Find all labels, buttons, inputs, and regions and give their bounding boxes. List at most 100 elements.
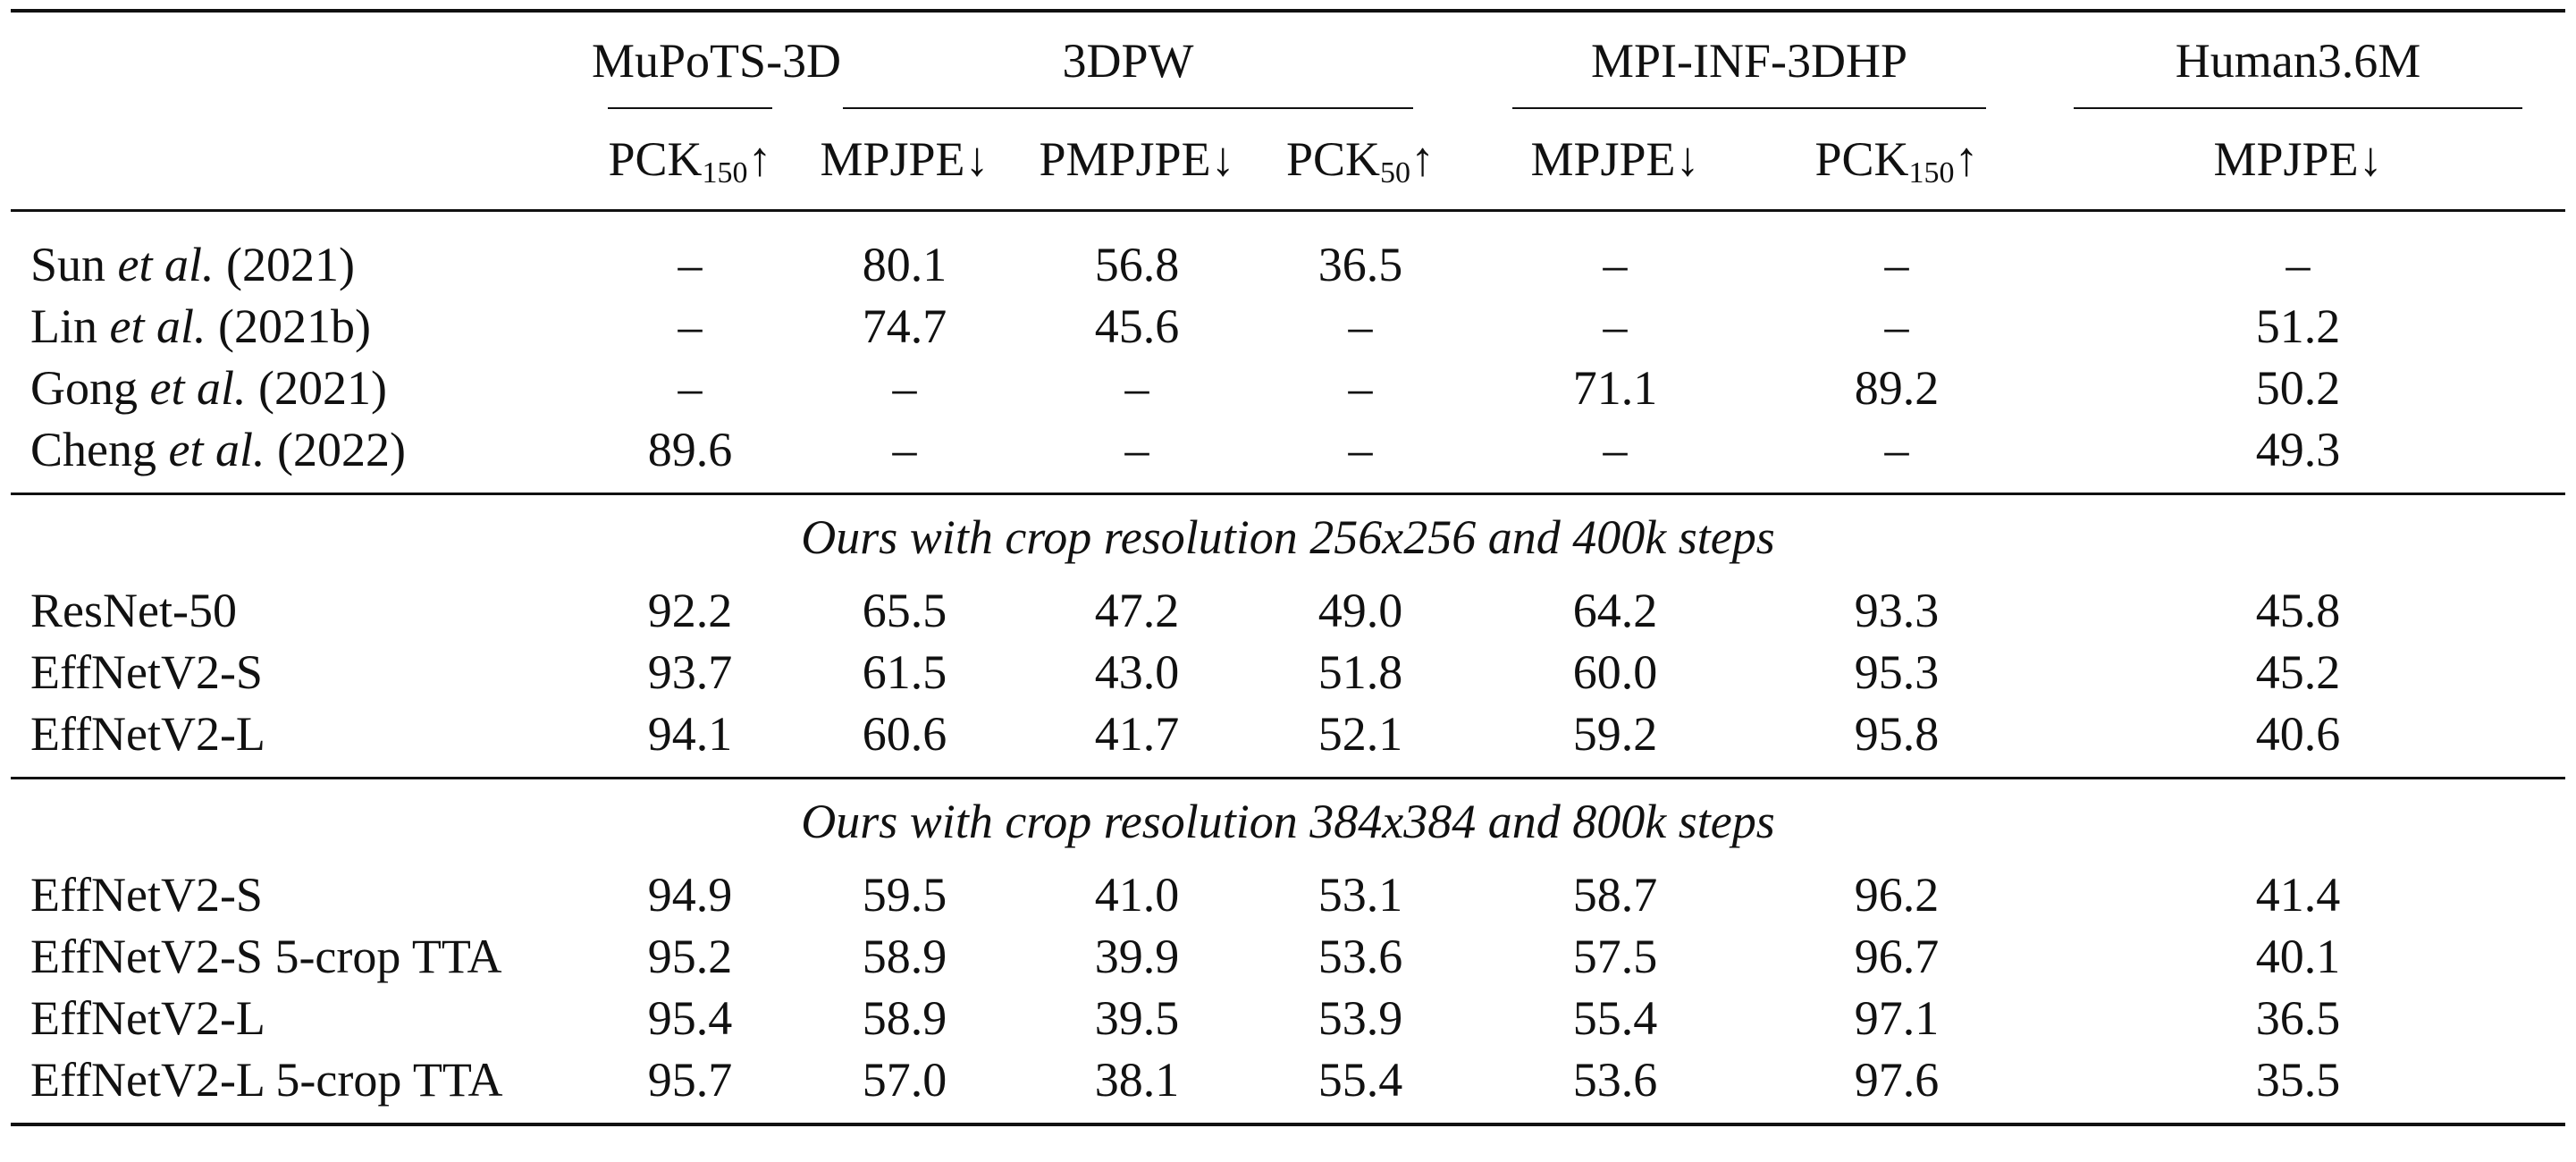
metric-subscript: 150 xyxy=(1908,156,1955,189)
table-row: EffNetV2-L 95.4 58.9 39.5 53.9 55.4 97.1 36.5 xyxy=(11,987,2565,1048)
value-cell: 94.9 xyxy=(647,867,733,922)
value-cell: 94.1 xyxy=(647,706,733,761)
value-cell: 71.1 xyxy=(1572,360,1658,415)
value-cell: 40.6 xyxy=(2255,706,2341,761)
metric-name: MPJPE xyxy=(1530,132,1676,186)
value-cell: 43.0 xyxy=(1094,644,1180,699)
metric-header: MPJPE↓ xyxy=(788,109,1021,211)
metric-name: MPJPE xyxy=(820,132,965,186)
table-row: Cheng et al. (2022) 89.6 – – – – – 49.3 xyxy=(11,418,2565,494)
metric-header: MPJPE↓ xyxy=(1468,109,1763,211)
value-cell: 53.9 xyxy=(1317,990,1403,1045)
value-cell: 45.6 xyxy=(1094,299,1180,353)
metric-arrow: ↓ xyxy=(964,132,989,186)
value-cell: 58.7 xyxy=(1572,867,1658,922)
value-cell: 96.7 xyxy=(1854,929,1940,983)
value-cell: 53.1 xyxy=(1317,867,1403,922)
value-cell: 80.1 xyxy=(788,209,1021,295)
et-al: et al. xyxy=(149,360,247,415)
metric-header-row: PCK150↑ MPJPE↓ PMPJPE↓ PCK50↑ MPJPE↓ PCK150↑ M… xyxy=(11,109,2565,211)
dataset-name: 3DPW xyxy=(1062,34,1194,88)
value-cell: 35.5 xyxy=(2031,1048,2566,1126)
method-label: EffNetV2-L xyxy=(30,706,265,761)
value-cell: 60.6 xyxy=(862,706,947,761)
value-cell: 36.5 xyxy=(2255,990,2341,1045)
value-cell: 55.4 xyxy=(1572,990,1658,1045)
results-table: MuPoTS-3D 3DPW MPI-INF-3DHP Human3.6M PC… xyxy=(11,9,2566,1126)
method-label: EffNetV2-S xyxy=(30,867,263,922)
method-label: EffNetV2-S xyxy=(30,644,263,699)
dataset-header-mupots: MuPoTS-3D xyxy=(592,9,841,111)
value-cell: – xyxy=(2031,209,2566,295)
results-table-container: MuPoTS-3D 3DPW MPI-INF-3DHP Human3.6M PC… xyxy=(11,9,2566,1126)
value-cell: 51.2 xyxy=(2255,299,2341,353)
et-al: et al. xyxy=(117,237,215,291)
section-title: Ours with crop resolution 384x384 and 80… xyxy=(11,777,2566,863)
value-cell: 47.2 xyxy=(1094,583,1180,637)
value-cell: 95.2 xyxy=(647,929,733,983)
method-label: EffNetV2-L xyxy=(30,990,265,1045)
value-cell: 40.1 xyxy=(2255,929,2341,983)
corner-cell xyxy=(11,9,592,109)
method-label: Sun et al. (2021) xyxy=(11,209,592,295)
value-cell: – xyxy=(678,360,703,415)
citation-year: (2021) xyxy=(226,237,355,291)
et-al: et al. xyxy=(109,299,206,353)
value-cell: 57.0 xyxy=(788,1048,1021,1126)
value-cell: 45.2 xyxy=(2255,644,2341,699)
value-cell: 64.2 xyxy=(1572,583,1658,637)
value-cell: 95.4 xyxy=(647,990,733,1045)
table-row: EffNetV2-L 5-crop TTA 95.7 57.0 38.1 55.4 53.… xyxy=(11,1048,2566,1126)
value-cell: – xyxy=(592,209,788,295)
method-label: Lin et al. (2021b) xyxy=(11,295,592,357)
value-cell: 55.4 xyxy=(1253,1048,1468,1126)
dataset-header-human36m: Human3.6M xyxy=(2031,9,2566,111)
value-cell: – xyxy=(1603,299,1628,353)
table-row: EffNetV2-S 5-crop TTA 95.2 58.9 39.9 53.6 57.… xyxy=(11,925,2565,987)
section-title-row: Ours with crop resolution 256x256 and 40… xyxy=(11,493,2566,579)
author-name: Cheng xyxy=(30,422,156,476)
metric-arrow: ↑ xyxy=(1410,132,1435,186)
table-row: EffNetV2-S 94.9 59.5 41.0 53.1 58.7 96.2 41.4 xyxy=(11,863,2565,925)
metric-header: MPJPE↓ xyxy=(2031,109,2565,211)
value-cell: 96.2 xyxy=(1854,867,1940,922)
citation-year: (2022) xyxy=(276,422,406,476)
metric-subscript: 150 xyxy=(702,156,748,189)
value-cell: – xyxy=(1763,209,2032,295)
metric-arrow: ↓ xyxy=(1675,132,1700,186)
value-cell: 56.8 xyxy=(1021,209,1253,295)
method-label: EffNetV2-L 5-crop TTA xyxy=(11,1048,592,1126)
value-cell: 74.7 xyxy=(862,299,947,353)
value-cell: 52.1 xyxy=(1317,706,1403,761)
metric-name: PCK xyxy=(608,132,703,186)
value-cell: 50.2 xyxy=(2255,360,2341,415)
value-cell: 39.9 xyxy=(1094,929,1180,983)
value-cell: 36.5 xyxy=(1253,209,1468,295)
value-cell: 59.2 xyxy=(1572,706,1658,761)
metric-name: PCK xyxy=(1285,132,1381,186)
metric-header: PCK150↑ xyxy=(1763,109,2031,211)
metric-subscript: 50 xyxy=(1380,156,1411,189)
value-cell: 93.7 xyxy=(647,644,733,699)
method-label: ResNet-50 xyxy=(30,583,237,637)
metric-arrow: ↑ xyxy=(1954,132,1979,186)
value-cell: – xyxy=(678,299,703,353)
value-cell: – xyxy=(1603,422,1628,476)
value-cell: 58.9 xyxy=(862,929,947,983)
value-cell: – xyxy=(1348,422,1373,476)
value-cell: 61.5 xyxy=(862,644,947,699)
value-cell: – xyxy=(892,422,917,476)
value-cell: 93.3 xyxy=(1854,583,1940,637)
value-cell: 49.0 xyxy=(1317,583,1403,637)
value-cell: – xyxy=(1884,422,1909,476)
et-al: et al. xyxy=(168,422,265,476)
dataset-name: Human3.6M xyxy=(2175,34,2421,88)
citation-year: (2021b) xyxy=(217,299,371,353)
value-cell: 60.0 xyxy=(1572,644,1658,699)
author-name: Sun xyxy=(30,237,106,291)
corner-cell xyxy=(11,109,592,211)
section-title: Ours with crop resolution 256x256 and 40… xyxy=(11,493,2566,579)
author-name: Lin xyxy=(30,299,97,353)
metric-name: MPJPE xyxy=(2213,132,2359,186)
metric-header: PMPJPE↓ xyxy=(1021,109,1253,211)
